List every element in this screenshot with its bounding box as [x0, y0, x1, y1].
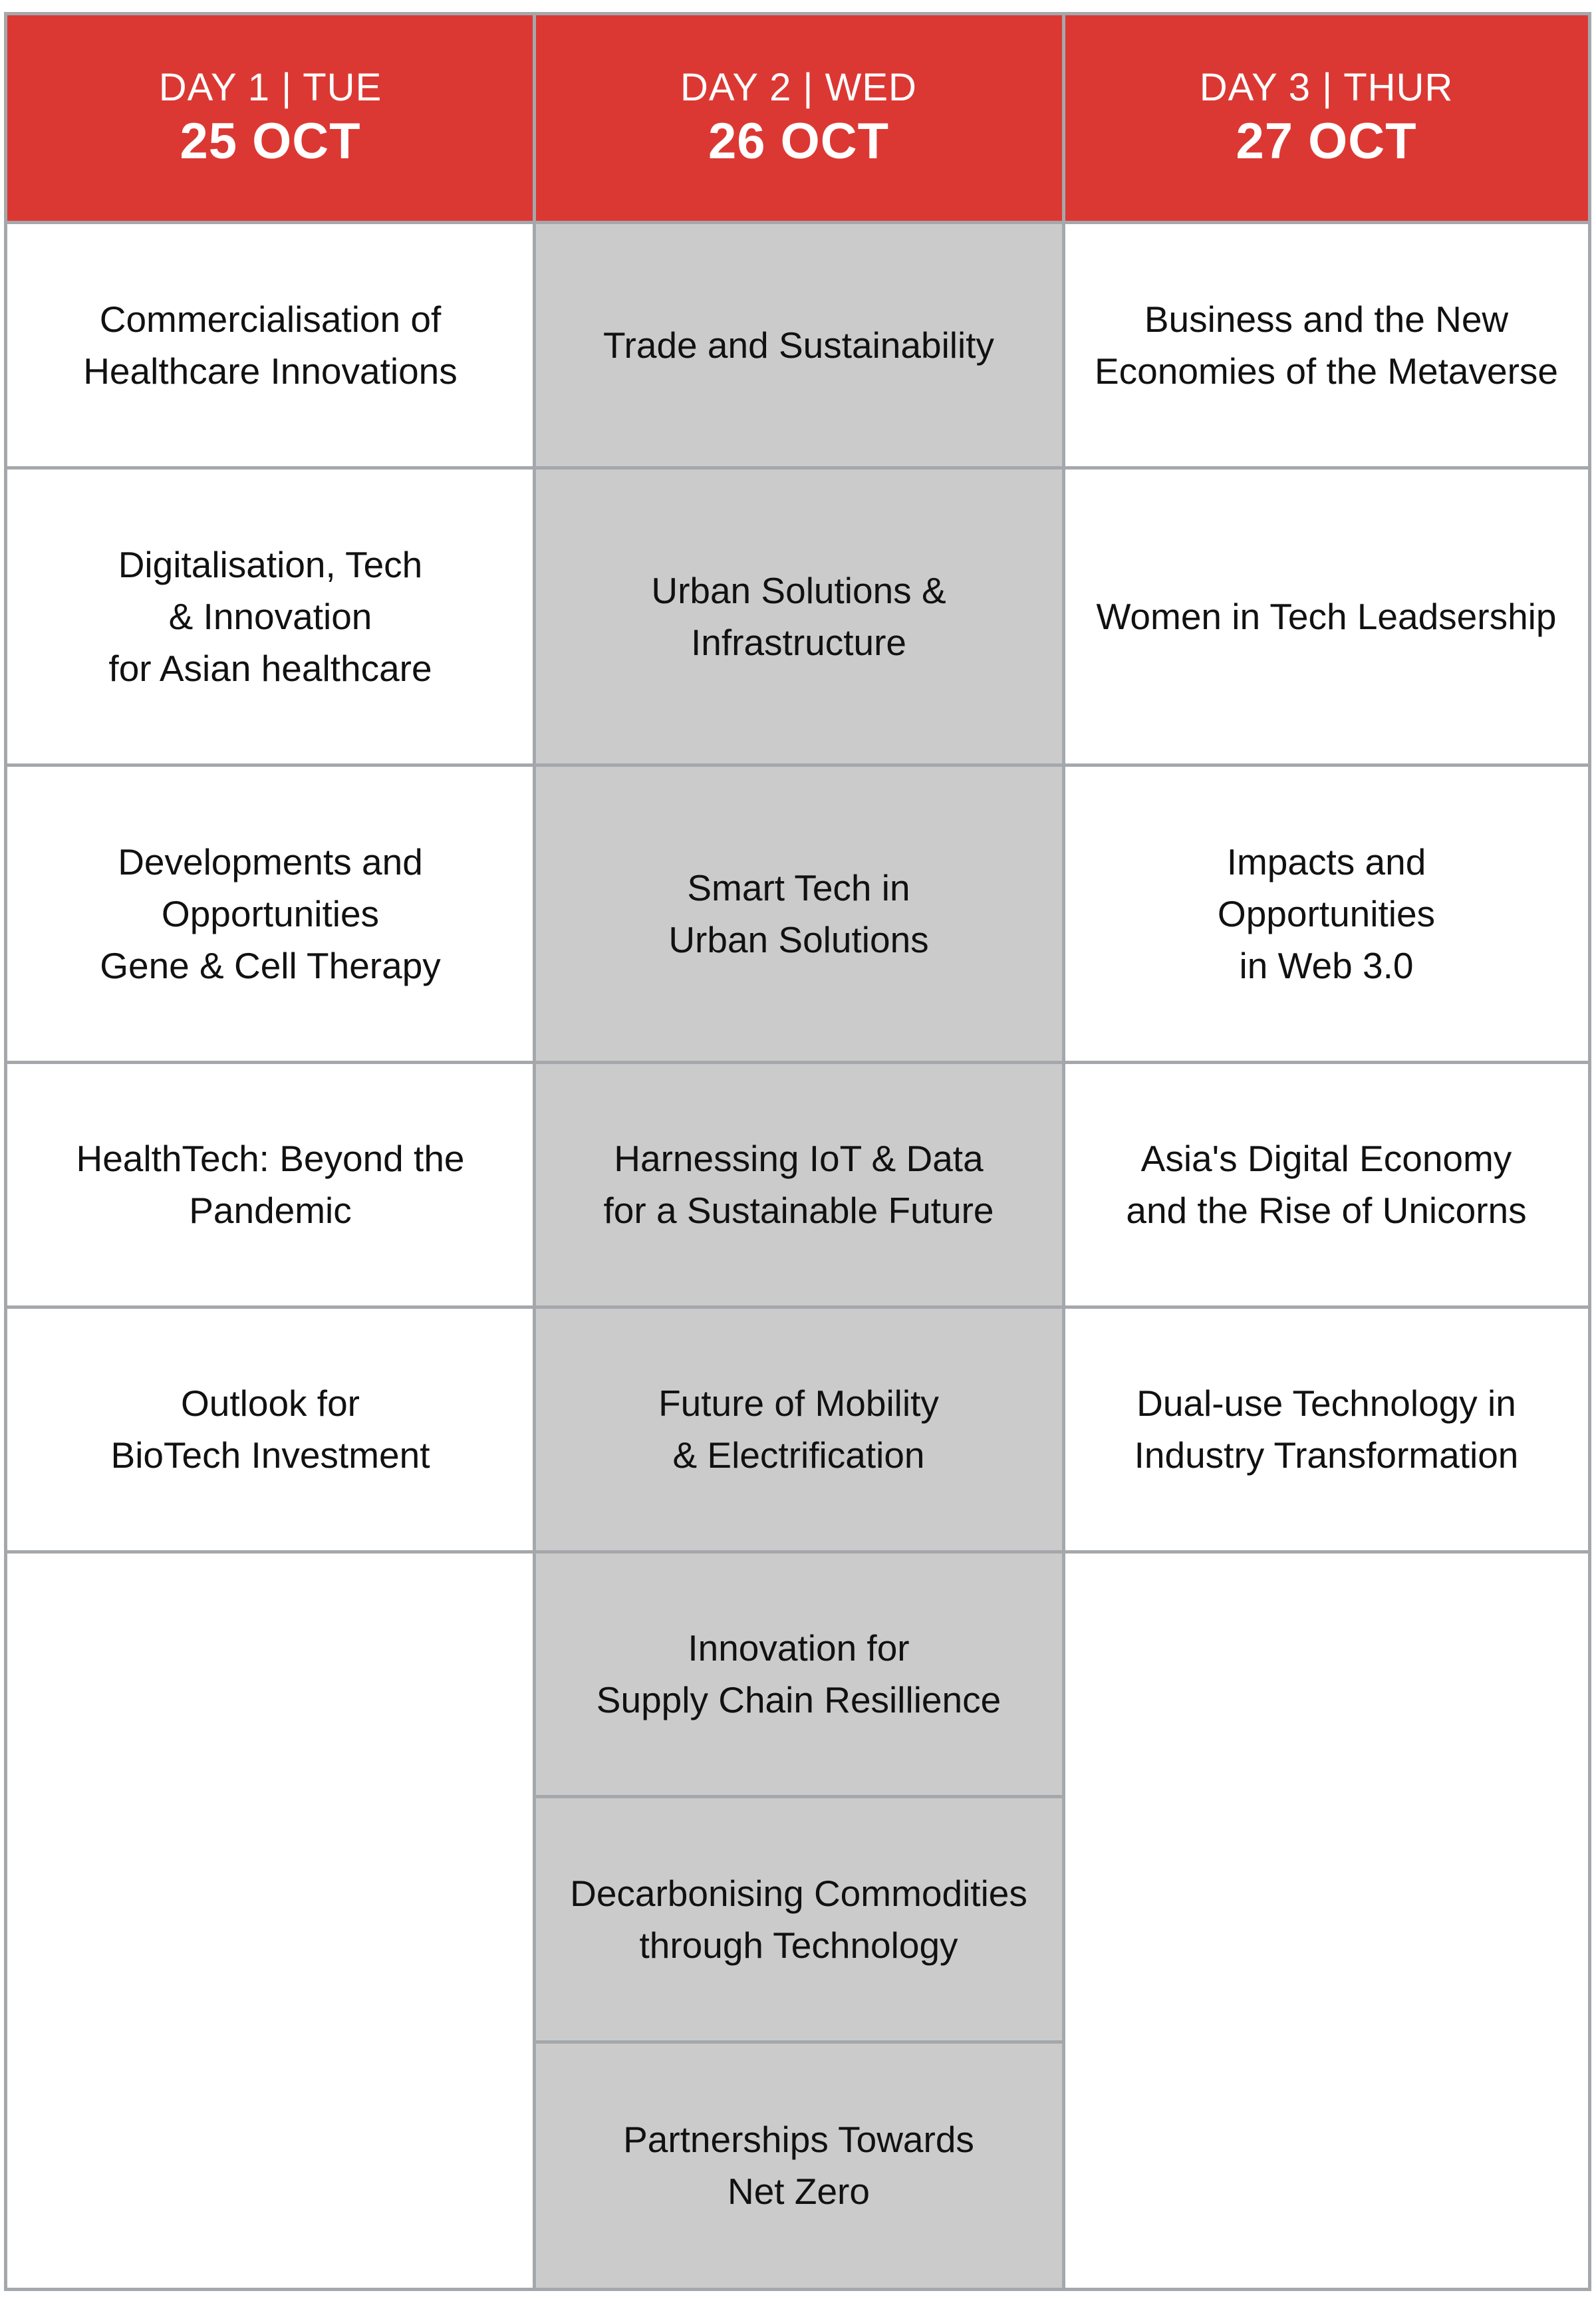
day-2-session-5: Future of Mobility & Electrification: [534, 1307, 1063, 1552]
day-1-label: DAY 1 | TUE: [158, 66, 382, 109]
grid-line-bottom: [4, 2288, 1591, 2291]
grid-line-day-2-row-7: [533, 2040, 1065, 2044]
session-title: Asia's Digital Economy and the Rise of U…: [1126, 1138, 1527, 1231]
day-3-session-2: Women in Tech Leadsership: [1063, 468, 1589, 765]
grid-line-day-2-row-6: [533, 1795, 1065, 1798]
session-title: Developments and Opportunities Gene & Ce…: [100, 841, 441, 986]
day-2-session-8: Partnerships Towards Net Zero: [534, 2042, 1063, 2289]
session-title: Trade and Sustainability: [602, 324, 995, 366]
day-3-session-5: Dual-use Technology in Industry Transfor…: [1063, 1307, 1589, 1552]
day-1-header: DAY 1 | TUE 25 OCT: [7, 13, 534, 222]
day-3-header: DAY 3 | THUR 27 OCT: [1063, 13, 1589, 222]
session-title: Digitalisation, Tech & Innovation for As…: [108, 543, 432, 689]
grid-line-row-5: [4, 1550, 1591, 1554]
session-title: Business and the New Economies of the Me…: [1094, 298, 1558, 392]
session-title: Harnessing IoT & Data for a Sustainable …: [603, 1138, 994, 1231]
session-title: Urban Solutions & Infrastructure: [651, 569, 946, 663]
grid-line-left: [4, 13, 7, 2291]
day-1-empty: [7, 1552, 534, 2289]
day-1-session-5: Outlook for BioTech Investment: [7, 1307, 534, 1552]
day-1-date: 25 OCT: [180, 113, 361, 170]
session-title: Decarbonising Commodities through Techno…: [570, 1872, 1027, 1966]
session-title: Commercialisation of Healthcare Innovati…: [83, 298, 458, 392]
day-3-session-3: Impacts and Opportunities in Web 3.0: [1063, 765, 1589, 1062]
grid-line-header-bottom: [4, 221, 1591, 224]
session-title: Outlook for BioTech Investment: [110, 1383, 430, 1476]
session-title: Impacts and Opportunities in Web 3.0: [1217, 841, 1436, 986]
day-1-session-2: Digitalisation, Tech & Innovation for As…: [7, 468, 534, 765]
grid-line-row-2: [4, 763, 1591, 767]
session-title: Future of Mobility & Electrification: [658, 1383, 939, 1476]
grid-line-top: [4, 12, 1591, 15]
day-1-session-4: HealthTech: Beyond the Pandemic: [7, 1062, 534, 1307]
session-title: Partnerships Towards Net Zero: [623, 2119, 974, 2212]
session-title: Women in Tech Leadsership: [1096, 595, 1557, 637]
grid-line-row-4: [4, 1305, 1591, 1309]
day-3-label: DAY 3 | THUR: [1199, 66, 1454, 109]
day-2-header: DAY 2 | WED 26 OCT: [534, 13, 1063, 222]
day-2-session-6: Innovation for Supply Chain Resillience: [534, 1552, 1063, 1796]
day-1-session-3: Developments and Opportunities Gene & Ce…: [7, 765, 534, 1062]
day-1-session-1: Commercialisation of Healthcare Innovati…: [7, 222, 534, 468]
day-2-session-2: Urban Solutions & Infrastructure: [534, 468, 1063, 765]
day-3-session-4: Asia's Digital Economy and the Rise of U…: [1063, 1062, 1589, 1307]
day-2-session-3: Smart Tech in Urban Solutions: [534, 765, 1063, 1062]
session-title: Smart Tech in Urban Solutions: [668, 867, 929, 960]
day-2-label: DAY 2 | WED: [680, 66, 917, 109]
day-2-date: 26 OCT: [708, 113, 890, 170]
grid-line-col-2-3: [1062, 13, 1065, 2291]
session-title: Innovation for Supply Chain Resillience: [596, 1627, 1001, 1720]
grid-line-col-1-2: [533, 13, 536, 2291]
grid-line-row-1: [4, 466, 1591, 470]
day-3-session-1: Business and the New Economies of the Me…: [1063, 222, 1589, 468]
day-3-date: 27 OCT: [1236, 113, 1417, 170]
day-2-session-1: Trade and Sustainability: [534, 222, 1063, 468]
day-3-empty: [1063, 1552, 1589, 2289]
grid-line-right: [1588, 13, 1591, 2291]
session-title: HealthTech: Beyond the Pandemic: [76, 1138, 465, 1231]
grid-line-row-3: [4, 1061, 1591, 1064]
day-2-session-4: Harnessing IoT & Data for a Sustainable …: [534, 1062, 1063, 1307]
session-title: Dual-use Technology in Industry Transfor…: [1134, 1383, 1519, 1476]
day-2-session-7: Decarbonising Commodities through Techno…: [534, 1796, 1063, 2042]
